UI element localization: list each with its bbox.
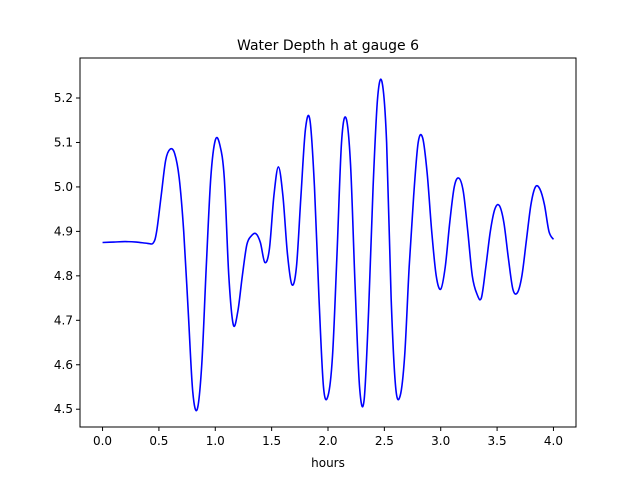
x-tick-label: 3.0 <box>431 434 450 448</box>
y-tick-label: 4.5 <box>54 402 73 416</box>
x-tick-label: 4.0 <box>544 434 563 448</box>
y-tick-label: 4.7 <box>54 313 73 327</box>
x-axis-label: hours <box>311 456 345 470</box>
y-tick-label: 4.6 <box>54 358 73 372</box>
x-tick-label: 2.5 <box>375 434 394 448</box>
chart-title: Water Depth h at gauge 6 <box>237 38 419 54</box>
y-tick-label: 5.2 <box>54 91 73 105</box>
y-tick-label: 4.9 <box>54 224 73 238</box>
series-line-0 <box>102 78 555 412</box>
y-tick-label: 5.1 <box>54 135 73 149</box>
x-axis: 0.0 0.5 1.0 1.5 2.0 2.5 3.0 3.5 4.0 <box>93 427 563 448</box>
y-tick-label: 5.0 <box>54 180 73 194</box>
x-tick-label: 1.5 <box>262 434 281 448</box>
x-tick-label: 0.5 <box>149 434 168 448</box>
y-axis: 4.5 4.6 4.7 4.8 4.9 5.0 5.1 5.2 <box>54 91 80 416</box>
y-tick-label: 4.8 <box>54 269 73 283</box>
plot-area <box>102 78 555 412</box>
x-tick-label: 3.5 <box>488 434 507 448</box>
x-tick-label: 2.0 <box>318 434 337 448</box>
x-tick-label: 0.0 <box>93 434 112 448</box>
x-tick-label: 1.0 <box>206 434 225 448</box>
